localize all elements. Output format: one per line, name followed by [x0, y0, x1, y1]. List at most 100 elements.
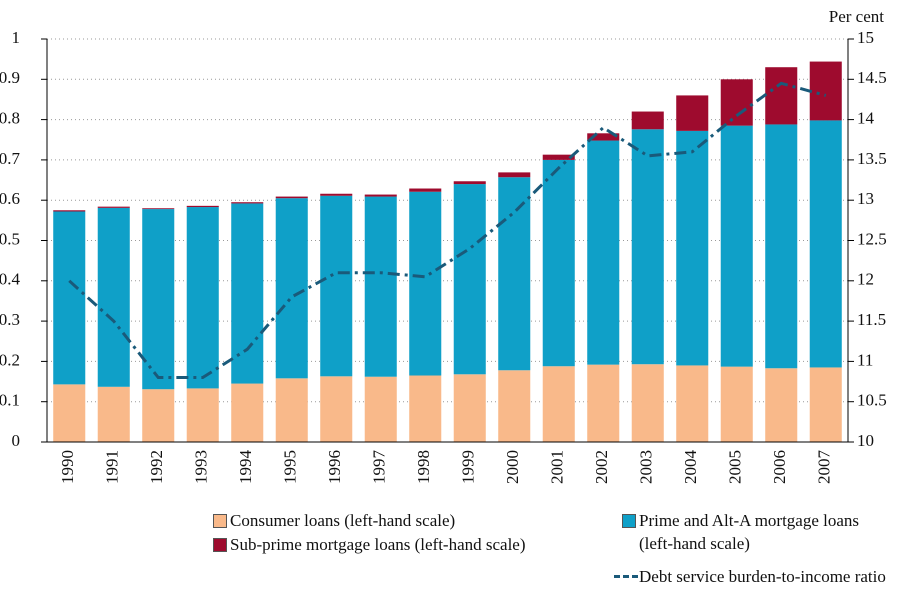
- bar-segment: [676, 365, 709, 442]
- bar-segment: [53, 210, 86, 212]
- y2-tick-label: 15: [857, 28, 874, 47]
- x-tick-label: 1993: [192, 450, 211, 484]
- y2-tick-label: 13: [857, 189, 874, 208]
- x-tick-label: 2007: [815, 450, 834, 485]
- y2-tick-label: 12.5: [857, 229, 887, 248]
- y-tick-label: 0.8: [0, 109, 20, 128]
- legend-label: Consumer loans (left-hand scale): [230, 511, 456, 530]
- x-tick-label: 2000: [503, 450, 522, 484]
- bar-segment: [142, 208, 175, 210]
- bar-segment: [453, 374, 486, 442]
- bar-segment: [587, 133, 620, 141]
- y-tick-label: 0.5: [0, 229, 20, 248]
- ratio-line: [68, 81, 827, 380]
- y-tick-label: 1: [12, 28, 21, 47]
- x-tick-label: 2006: [770, 450, 789, 484]
- y2-tick-label: 14.5: [857, 68, 887, 87]
- bar-segment: [409, 188, 442, 192]
- bar-segment: [186, 207, 219, 389]
- bar-segment: [676, 130, 709, 366]
- bar-segment: [720, 366, 753, 442]
- bar-segment: [765, 368, 798, 442]
- legend-swatch: [614, 575, 638, 578]
- x-tick-label: 1997: [370, 450, 389, 485]
- bar-segment: [275, 196, 308, 199]
- x-tick-label: 2003: [637, 450, 656, 484]
- legend-swatch: [622, 514, 636, 528]
- y-tick-label: 0: [12, 431, 21, 450]
- bar-segment: [453, 181, 486, 185]
- x-tick-label: 1990: [58, 450, 77, 484]
- legend-swatch: [213, 514, 227, 528]
- legend-label: Debt service burden-to-income ratio: [639, 567, 886, 586]
- x-tick-label: 1992: [147, 450, 166, 484]
- bar-segment: [142, 389, 175, 442]
- y2-tick-label: 12: [857, 270, 874, 289]
- bar-segment: [809, 120, 842, 368]
- legend-swatch: [213, 538, 227, 552]
- bar-segment: [720, 125, 753, 367]
- bar-segment: [53, 211, 86, 385]
- bar-segment: [498, 370, 531, 442]
- y2-tick-label: 10.5: [857, 391, 887, 410]
- bar-segment: [320, 376, 353, 442]
- bar-segment: [275, 198, 308, 379]
- bar-segment: [809, 61, 842, 121]
- x-tick-label: 1995: [281, 450, 300, 484]
- y-tick-label: 0.9: [0, 68, 20, 87]
- x-tick-label: 2005: [726, 450, 745, 484]
- chart: Per cent 0 0.1 0.2 0.3 0.4 0.5 0.6 0.7 0.8 0.9 1 10…: [0, 7, 887, 485]
- x-tick-label: 1998: [414, 450, 433, 484]
- bar-segment: [542, 154, 575, 160]
- legend-label: Sub-prime mortgage loans (left-hand scal…: [230, 535, 526, 554]
- x-tick-label: 1991: [103, 450, 122, 484]
- bar-segment: [765, 67, 798, 125]
- bar-segment: [587, 140, 620, 365]
- y-tick-label: 0.3: [0, 310, 20, 329]
- y-tick-label: 0.7: [0, 149, 21, 168]
- bar-segment: [97, 207, 130, 387]
- bar-segment: [631, 111, 664, 130]
- bar-segment: [364, 376, 397, 442]
- bar-segment: [320, 193, 353, 196]
- bar-segment: [498, 172, 531, 178]
- bar-segment: [186, 205, 219, 208]
- y2-tick-label: 11.5: [857, 310, 886, 329]
- bar-segment: [453, 184, 486, 375]
- y2-tick-label: 14: [857, 109, 875, 128]
- bar-segment: [186, 388, 219, 442]
- bar-segment: [409, 375, 442, 442]
- bar-segment: [142, 209, 175, 390]
- bar-segment: [320, 195, 353, 377]
- x-tick-label: 1994: [236, 450, 255, 485]
- bar-segment: [542, 159, 575, 367]
- x-tick-label: 2002: [592, 450, 611, 484]
- bar-segment: [676, 95, 709, 131]
- bar-segment: [631, 129, 664, 365]
- y2-tick-label: 10: [857, 431, 874, 450]
- bar-segment: [53, 384, 86, 442]
- y-tick-label: 0.2: [0, 350, 20, 369]
- bar-segment: [809, 367, 842, 442]
- bar-segment: [720, 79, 753, 126]
- y-tick-label: 0.1: [0, 391, 20, 410]
- bar-segment: [498, 177, 531, 371]
- y2-axis-title: Per cent: [829, 7, 885, 26]
- bar-segment: [409, 191, 442, 376]
- y2-tick-label: 13.5: [857, 149, 887, 168]
- bar-segment: [542, 366, 575, 442]
- bar-segment: [97, 206, 130, 208]
- bar-segment: [631, 364, 664, 442]
- x-tick-label: 1999: [459, 450, 478, 484]
- bar-segment: [231, 203, 264, 384]
- bar-segment: [231, 383, 264, 442]
- legend-label: Prime and Alt-A mortgage loans (left-han…: [639, 511, 860, 553]
- y2-tick-label: 11: [857, 350, 873, 369]
- x-tick-label: 1996: [325, 450, 344, 484]
- bar-segment: [364, 194, 397, 197]
- bar-segment: [97, 386, 130, 442]
- bar-segment: [587, 364, 620, 442]
- bar-segment: [231, 202, 264, 204]
- bar-segment: [765, 124, 798, 369]
- x-tick-label: 2001: [548, 450, 567, 484]
